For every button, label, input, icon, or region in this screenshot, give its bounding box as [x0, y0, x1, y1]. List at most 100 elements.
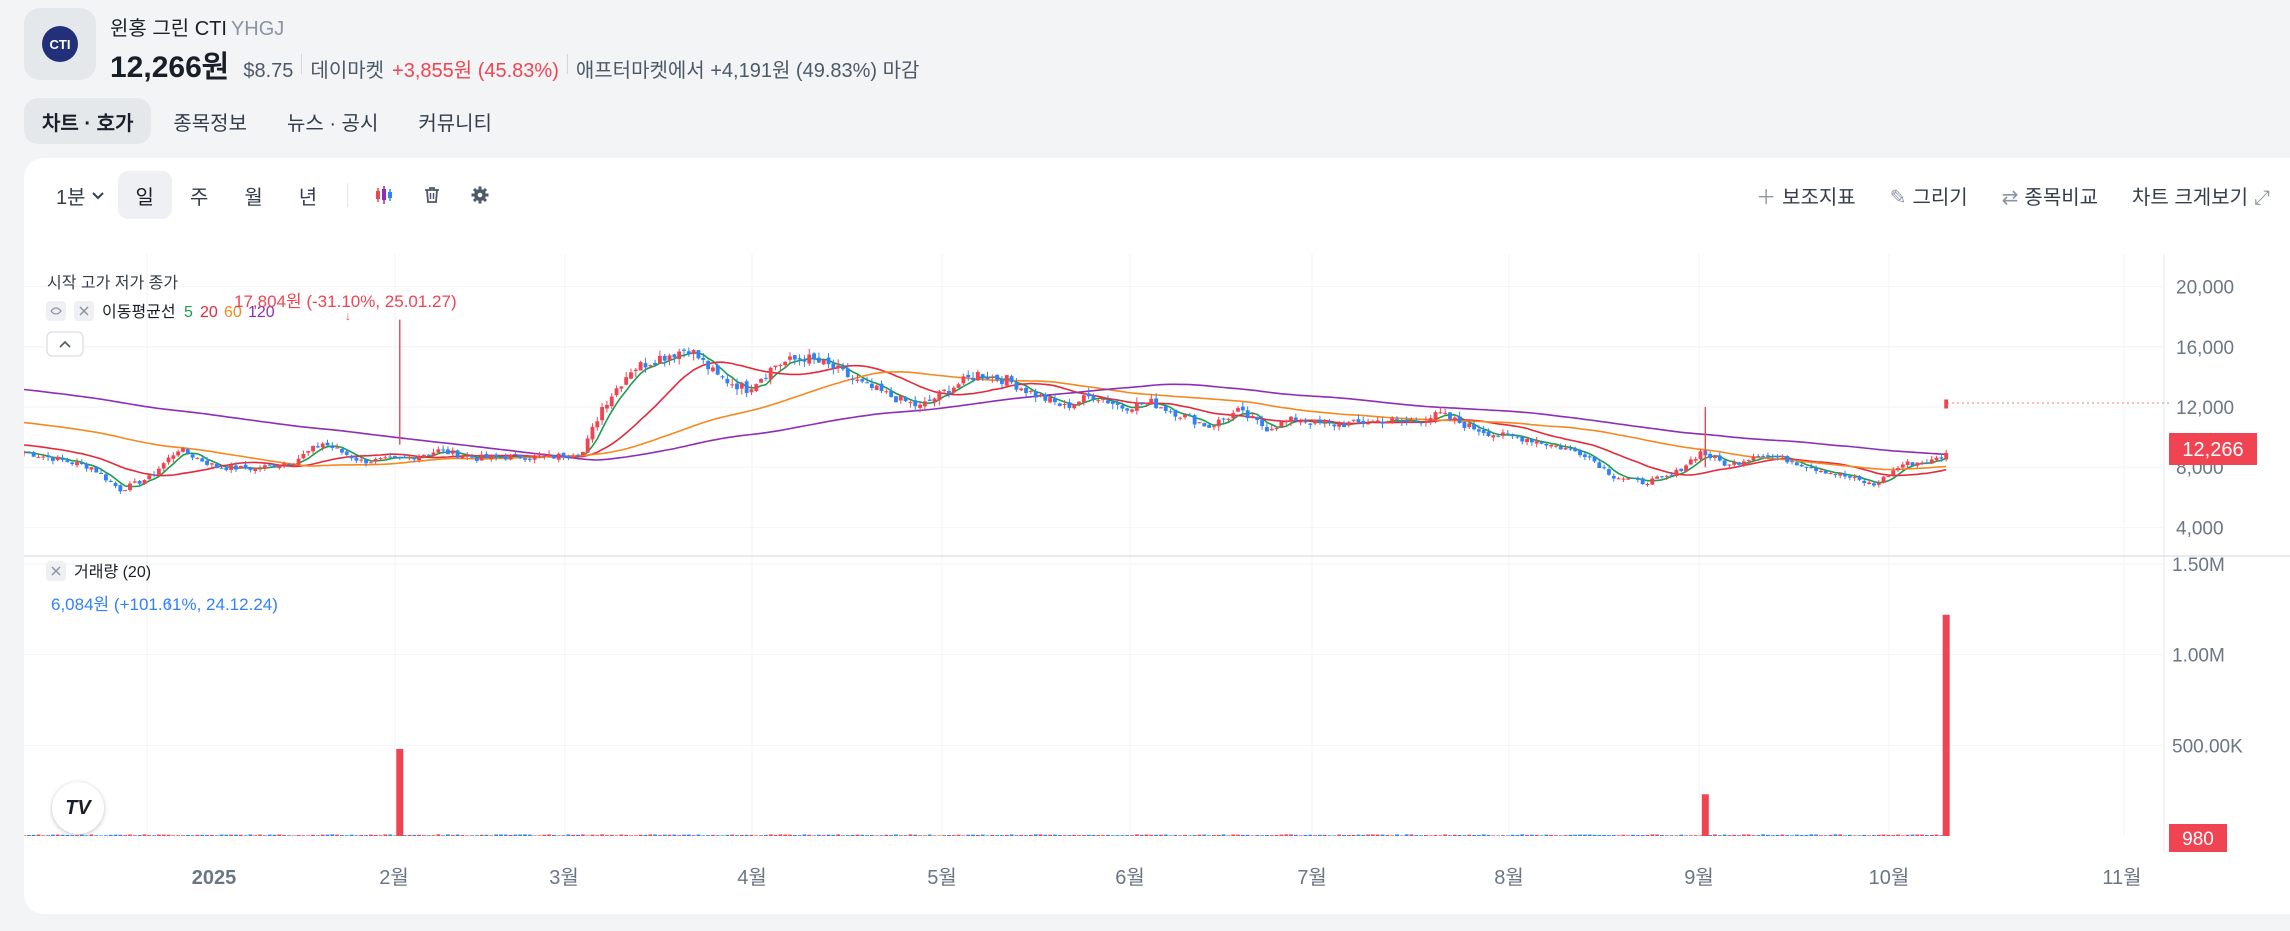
volume-bar — [1910, 834, 1915, 836]
candle-body — [123, 490, 128, 492]
tab-news[interactable]: 뉴스 · 공시 — [286, 112, 379, 135]
volume-bar — [1809, 834, 1814, 836]
candle-body — [638, 362, 643, 371]
candle-body — [306, 451, 311, 453]
candle-body — [792, 355, 797, 360]
candle-body — [1741, 461, 1746, 466]
volume-bar — [604, 835, 609, 836]
volume-bar — [720, 835, 725, 836]
candle-body — [393, 456, 397, 458]
volume-bar — [1197, 834, 1202, 836]
stock-tabs: 차트 · 호가 종목정보 뉴스 · 공시 커뮤니티 — [24, 98, 510, 144]
volume-bar — [1684, 835, 1688, 836]
candle-body — [1549, 444, 1554, 447]
volume-bar — [643, 834, 648, 836]
volume-bar — [272, 834, 277, 836]
period-week-button[interactable]: 주 — [189, 186, 209, 209]
volume-bar — [465, 835, 470, 836]
tradingview-logo[interactable]: TV — [52, 782, 104, 834]
candle-body — [990, 376, 995, 378]
volume-bar — [450, 835, 455, 836]
volume-bar — [638, 834, 643, 836]
candle-body — [619, 386, 624, 389]
indicator-button[interactable]: ＋ 보조지표 — [1756, 181, 1856, 210]
volume-bar — [1838, 834, 1843, 836]
volume-bar — [108, 834, 113, 836]
price-volume-chart[interactable]: 20,00016,00012,0008,0004,0001.50M1.00M50… — [24, 254, 2290, 914]
toolbar-left: 1분 일 주 월 년 — [44, 170, 504, 220]
volume-bar — [595, 835, 600, 836]
volume-bar — [1582, 834, 1587, 836]
candle-body — [344, 451, 349, 455]
volume-bar — [682, 834, 686, 836]
candle-body — [1409, 421, 1414, 423]
volume-bar — [335, 834, 340, 836]
volume-bar — [1924, 835, 1929, 836]
candle-style-icon[interactable] — [360, 171, 408, 219]
candle-body — [518, 454, 523, 459]
toolbar-right: ＋ 보조지표 ✎ 그리기 ⇄ 종목비교 차트 크게보기 ⤢ — [1756, 170, 2270, 220]
candle-body — [132, 481, 137, 483]
volume-bar — [1727, 835, 1732, 836]
volume-bar — [421, 835, 426, 836]
candle-body — [282, 463, 287, 466]
volume-bar — [739, 834, 744, 836]
compare-button[interactable]: ⇄ 종목비교 — [2002, 181, 2098, 210]
volume-bar — [99, 835, 104, 836]
volume-bar — [889, 835, 894, 836]
stock-ticker: YHGJ — [230, 18, 285, 40]
volume-bars — [24, 614, 1950, 836]
volume-bar — [229, 834, 234, 836]
candle-body — [841, 366, 845, 370]
candle-body — [1067, 402, 1072, 408]
candle-body — [1144, 402, 1149, 405]
candle-body — [1568, 448, 1573, 450]
chart-area[interactable]: 20,000 16,000 12,000 8,000 4,000 1.50M 1.00M 50… — [24, 254, 2290, 914]
period-day-button[interactable]: 일 — [117, 171, 172, 219]
volume-bar — [879, 835, 884, 836]
candle-body — [441, 449, 446, 451]
ma-legend: 이동평균선 5 20 60 120 — [46, 301, 275, 321]
candle-body — [368, 462, 373, 464]
volume-bar — [609, 834, 614, 836]
tab-chart[interactable]: 차트 · 호가 — [24, 98, 152, 144]
volume-bar — [431, 835, 436, 836]
volume-bar — [1650, 834, 1655, 836]
expand-chart-button[interactable]: 차트 크게보기 ⤢ — [2132, 181, 2270, 210]
period-year-button[interactable]: 년 — [298, 186, 318, 209]
market-label: 데이마켓 — [310, 60, 385, 82]
volume-bar — [686, 834, 691, 836]
candle-body — [686, 351, 691, 355]
volume-bar — [730, 834, 735, 836]
tab-community[interactable]: 커뮤니티 — [418, 112, 492, 135]
candle-body — [1501, 432, 1505, 436]
collapse-legend-button[interactable] — [46, 331, 84, 357]
ma-20-line — [24, 361, 1947, 477]
volume-bar — [349, 834, 354, 836]
candle-body — [1395, 419, 1399, 421]
gear-icon[interactable] — [456, 171, 504, 219]
trash-icon[interactable] — [408, 171, 456, 219]
draw-button[interactable]: ✎ 그리기 — [1890, 181, 1968, 210]
volume-bar — [701, 835, 706, 836]
volume-bar — [1255, 835, 1260, 836]
volume-bar — [865, 835, 869, 836]
volume-bar — [1660, 835, 1664, 836]
interval-dropdown[interactable]: 1분 — [44, 171, 118, 219]
candle-body — [1650, 478, 1655, 485]
volume-bar — [1192, 835, 1197, 836]
volume-bar — [1746, 834, 1751, 836]
period-month-button[interactable]: 월 — [244, 186, 263, 209]
volume-bar — [1472, 834, 1476, 836]
tab-info[interactable]: 종목정보 — [173, 112, 247, 135]
candle-body — [1028, 390, 1033, 392]
candle-body — [426, 454, 431, 456]
candle-body — [754, 384, 759, 391]
volume-bar — [373, 834, 378, 836]
volume-bar — [1722, 834, 1727, 836]
candle-body — [1732, 462, 1737, 465]
ohlc-legend: 시작 고가 저가 종가 — [47, 274, 178, 292]
candle-body — [696, 350, 701, 359]
candle-body — [1862, 480, 1867, 484]
volume-bar — [1819, 835, 1823, 836]
